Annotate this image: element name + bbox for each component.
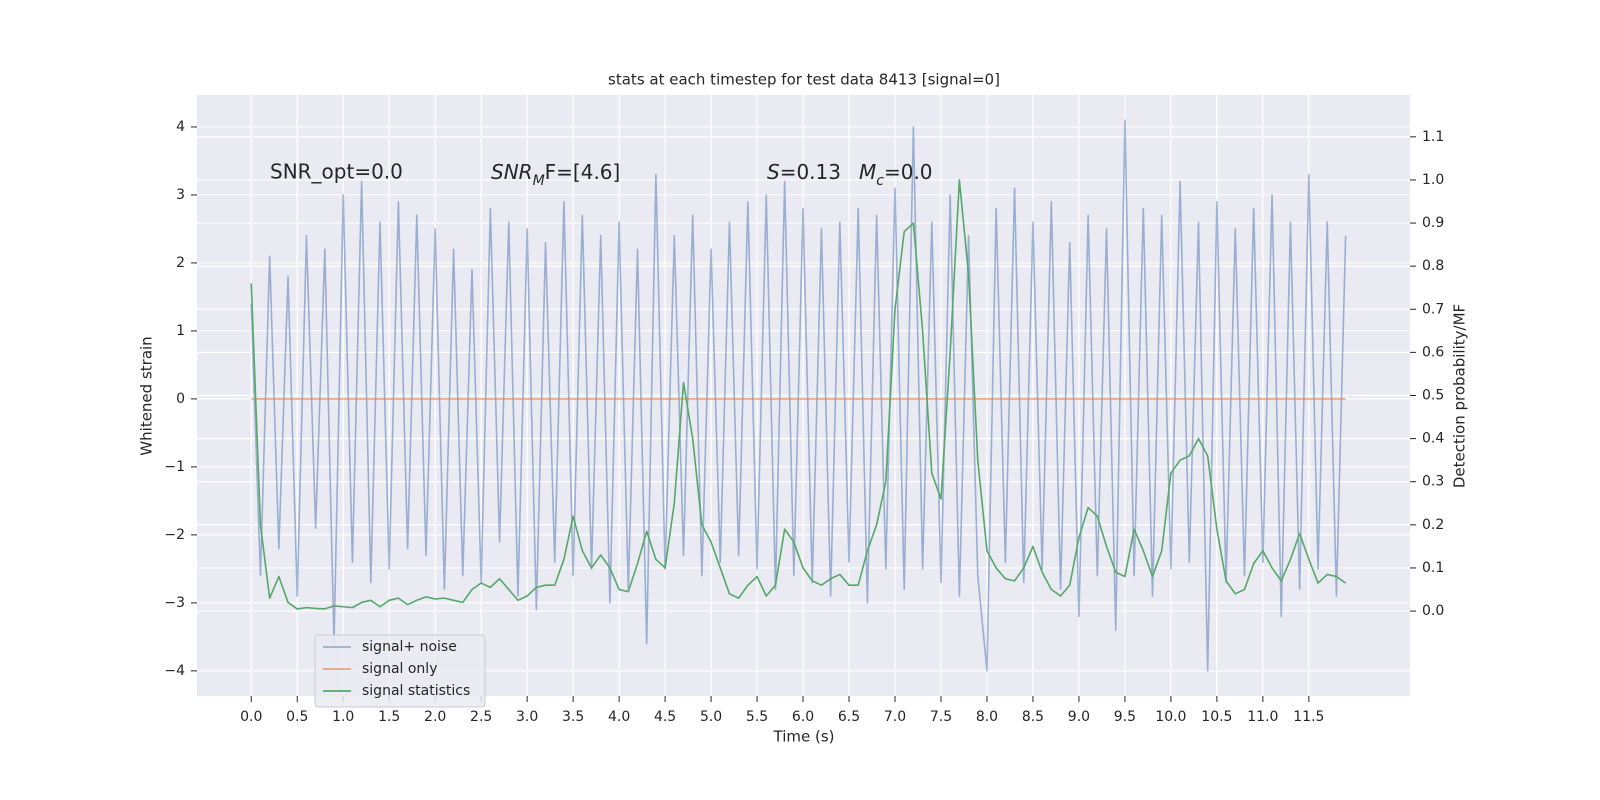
x-tick-label: 3.5 [562, 709, 584, 725]
y2-tick-label: 0.8 [1422, 258, 1444, 274]
y2-axis-label: Detection probability/MF [1451, 304, 1469, 488]
y-tick-label: −4 [164, 663, 185, 679]
y2-tick-label: 0.1 [1422, 560, 1444, 576]
annotation-rest: F=[4.6] [545, 160, 621, 184]
y-tick-label: −2 [164, 527, 185, 543]
grid: 0.0 0.5 1.0 1.5 2.0 2.5 3.0 3.5 4.0 4.5 5.0 5.5 6.0 6… [164, 95, 1444, 725]
x-tick-label: 9.5 [1114, 709, 1136, 725]
x-tick-label: 7.0 [884, 709, 906, 725]
annotation-rest: =0.0 [884, 160, 933, 184]
annotation-base: SNR [491, 160, 533, 184]
legend-label: signal+ noise [362, 639, 457, 655]
y2-tick-label: 0.4 [1422, 431, 1444, 447]
x-tick-label: 2.0 [424, 709, 446, 725]
y-tick-label: 4 [176, 119, 185, 135]
chart-title: stats at each timestep for test data 841… [608, 71, 1000, 89]
x-tick-label: 2.5 [470, 709, 492, 725]
y2-tick-label: 1.1 [1422, 129, 1444, 145]
x-tick-label: 10.5 [1201, 709, 1232, 725]
y2-tick-label: 0.2 [1422, 517, 1444, 533]
y2-tick-label: 0.5 [1422, 388, 1444, 404]
x-tick-label: 11.0 [1247, 709, 1278, 725]
x-tick-label: 8.5 [1022, 709, 1044, 725]
y-tick-label: 2 [176, 255, 185, 271]
y-tick-label: 3 [176, 187, 185, 203]
y2-tick-label: 0.9 [1422, 215, 1444, 231]
y-axis-label: Whitened strain [138, 336, 156, 455]
legend-box [314, 634, 486, 708]
y-tick-label: −3 [164, 595, 185, 611]
x-tick-label: 4.0 [608, 709, 630, 725]
legend-label: signal only [362, 661, 437, 677]
y2-tick-label: 0.3 [1422, 474, 1444, 490]
x-tick-label: 10.0 [1155, 709, 1186, 725]
x-axis-label: Time (s) [773, 728, 835, 746]
series-line [250, 179, 1347, 610]
x-tick-label: 6.0 [792, 709, 814, 725]
annotation-base: M [859, 160, 876, 184]
x-tick-label: 4.5 [654, 709, 676, 725]
x-tick-label: 7.5 [930, 709, 952, 725]
annotations: SNR_opt=0.0 SNRMF=[4.6] S=0.13 Mc=0.0 [270, 160, 933, 190]
annotation: S=0.13 [767, 160, 841, 184]
x-tick-label: 9.0 [1068, 709, 1090, 725]
x-tick-label: 8.0 [976, 709, 998, 725]
x-tick-label: 6.5 [838, 709, 860, 725]
x-tick-label: 1.5 [378, 709, 400, 725]
x-tick-label: 0.5 [286, 709, 308, 725]
legend-label: signal statistics [362, 683, 470, 699]
x-tick-label: 3.0 [516, 709, 538, 725]
y2-tick-label: 0.7 [1422, 301, 1444, 317]
x-tick-label: 1.0 [332, 709, 354, 725]
x-tick-label: 11.5 [1293, 709, 1324, 725]
legend: signal+ noise signal only signal statistic… [314, 634, 486, 708]
series-line [250, 119, 1347, 672]
y2-tick-label: 0.6 [1422, 344, 1444, 360]
annotation: SNR_opt=0.0 [270, 160, 403, 184]
x-tick-label: 5.0 [700, 709, 722, 725]
annotation-base: S [767, 160, 780, 184]
y-tick-label: −1 [164, 459, 185, 475]
annotation-rest: =0.13 [780, 160, 841, 184]
y2-tick-label: 1.0 [1422, 172, 1444, 188]
x-tick-label: 0.0 [240, 709, 262, 725]
annotation-sub: c [876, 173, 884, 189]
marks [250, 119, 1347, 672]
annotation-sub: M [533, 173, 545, 189]
annotation: Mc=0.0 [859, 160, 933, 190]
y-tick-label: 1 [176, 323, 185, 339]
x-tick-label: 5.5 [746, 709, 768, 725]
annotation: SNRMF=[4.6] [491, 160, 620, 190]
y-tick-label: 0 [176, 391, 185, 407]
y2-tick-label: 0.0 [1422, 603, 1444, 619]
